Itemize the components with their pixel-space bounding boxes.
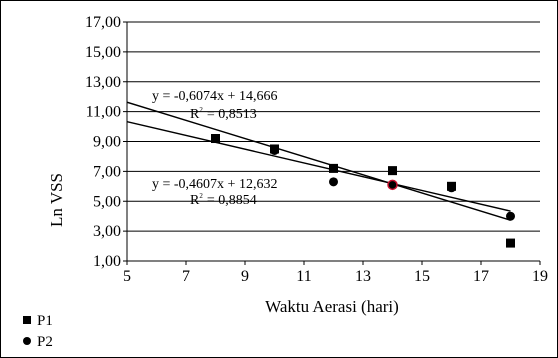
x-tick-label: 5	[123, 268, 131, 285]
equation-p1: y = -0,6074x + 14,666	[152, 89, 277, 104]
legend-label-p1: P1	[37, 313, 53, 329]
r2-label-p1: R2 = 0,8513	[190, 106, 257, 122]
trendlines	[126, 101, 511, 221]
legend-marker-p1	[23, 316, 31, 324]
point-p2	[506, 211, 515, 221]
point-p2	[447, 183, 456, 193]
point-p1	[388, 166, 397, 176]
x-tick-label: 11	[296, 268, 311, 285]
trendline-p2	[126, 120, 511, 212]
data-points	[211, 134, 515, 248]
r2-label-p2: R2 = 0,8854	[190, 192, 257, 208]
y-tick-label: 5,00	[93, 193, 121, 210]
x-tick-label: 19	[532, 268, 548, 285]
y-tick-label: 17,00	[85, 14, 121, 31]
point-p1	[506, 238, 515, 248]
legend: P1 P2	[23, 313, 53, 350]
point-p2	[211, 134, 220, 144]
x-tick-label: 17	[473, 268, 489, 285]
y-axis-label: Ln VSS	[47, 173, 66, 227]
y-tick-label: 13,00	[85, 74, 121, 91]
x-tick-label: 15	[414, 268, 430, 285]
point-p2	[329, 177, 338, 187]
y-tick-label: 11,00	[86, 104, 121, 121]
legend-marker-p2	[23, 337, 31, 345]
legend-label-p2: P2	[37, 334, 53, 350]
point-p1	[329, 163, 338, 173]
x-tick-label: 13	[355, 268, 371, 285]
x-axis-label: Waktu Aerasi (hari)	[265, 297, 399, 316]
y-tick-label: 7,00	[93, 163, 121, 180]
y-tick-label: 9,00	[93, 134, 121, 151]
x-tick-label: 9	[241, 268, 249, 285]
axes	[123, 21, 541, 265]
equation-p2: y = -0,4607x + 12,632	[152, 177, 277, 192]
point-p2	[387, 179, 398, 191]
y-tick-label: 1,00	[93, 253, 121, 270]
y-tick-label: 15,00	[85, 44, 121, 61]
trendline-p1	[126, 101, 511, 221]
y-tick-label: 3,00	[93, 223, 121, 240]
x-tick-label: 7	[182, 268, 190, 285]
point-p2	[270, 145, 279, 155]
tick-labels: 1,00 3,00 5,00 7,00 9,00 11,00 13,00 15,00 17,00…	[85, 14, 548, 285]
